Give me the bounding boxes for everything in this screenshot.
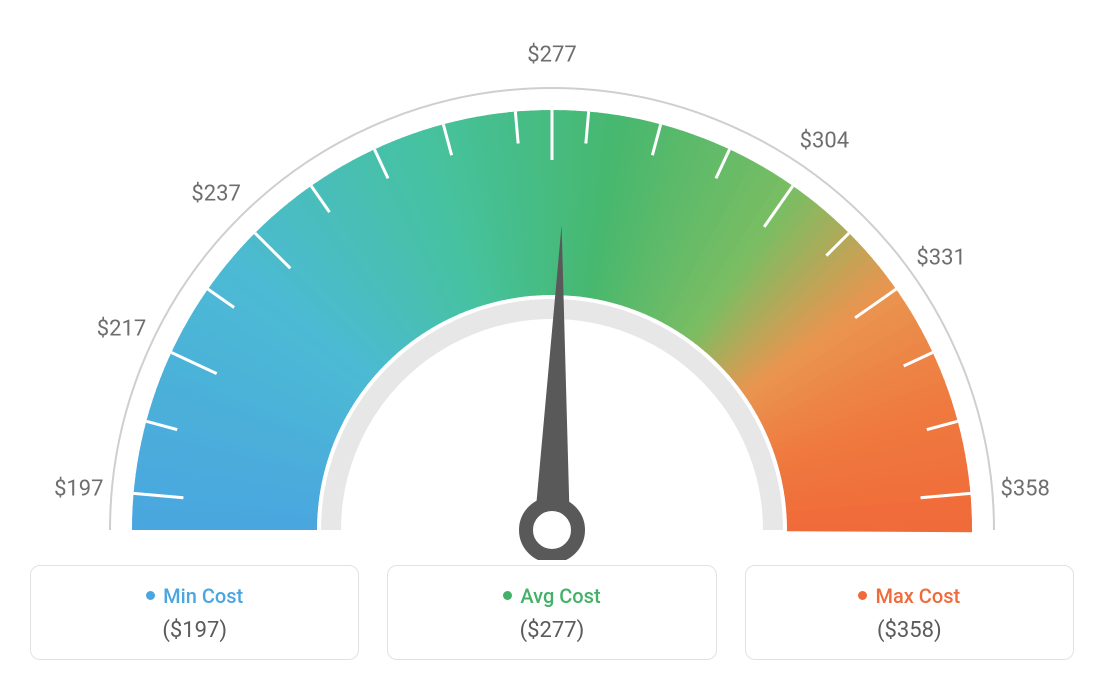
gauge-chart: $197 $217 $237 $277 $304 $331 $358 [0, 0, 1104, 560]
legend-title-avg-text: Avg Cost [520, 584, 600, 608]
dot-icon [146, 591, 155, 600]
gauge-tick-label: $277 [527, 43, 576, 68]
legend-title-avg: Avg Cost [398, 584, 705, 608]
legend-title-min-text: Min Cost [163, 584, 243, 608]
legend-title-max-text: Max Cost [875, 584, 960, 608]
gauge-tick-label: $331 [916, 245, 965, 270]
gauge-svg [0, 0, 1104, 560]
legend-card-min: Min Cost ($197) [30, 565, 359, 660]
legend-row: Min Cost ($197) Avg Cost ($277) Max Cost… [0, 565, 1104, 660]
dot-icon [858, 591, 867, 600]
legend-title-max: Max Cost [756, 584, 1063, 608]
gauge-tick-label: $358 [1000, 476, 1049, 501]
legend-value-min: ($197) [41, 618, 348, 643]
legend-card-max: Max Cost ($358) [745, 565, 1074, 660]
legend-value-avg: ($277) [398, 618, 705, 643]
dot-icon [503, 591, 512, 600]
gauge-tick-label: $217 [97, 317, 146, 342]
gauge-tick-label: $304 [800, 128, 849, 153]
legend-card-avg: Avg Cost ($277) [387, 565, 716, 660]
legend-title-min: Min Cost [41, 584, 348, 608]
gauge-tick-label: $197 [54, 476, 103, 501]
gauge-tick-label: $237 [191, 182, 240, 207]
legend-value-max: ($358) [756, 618, 1063, 643]
